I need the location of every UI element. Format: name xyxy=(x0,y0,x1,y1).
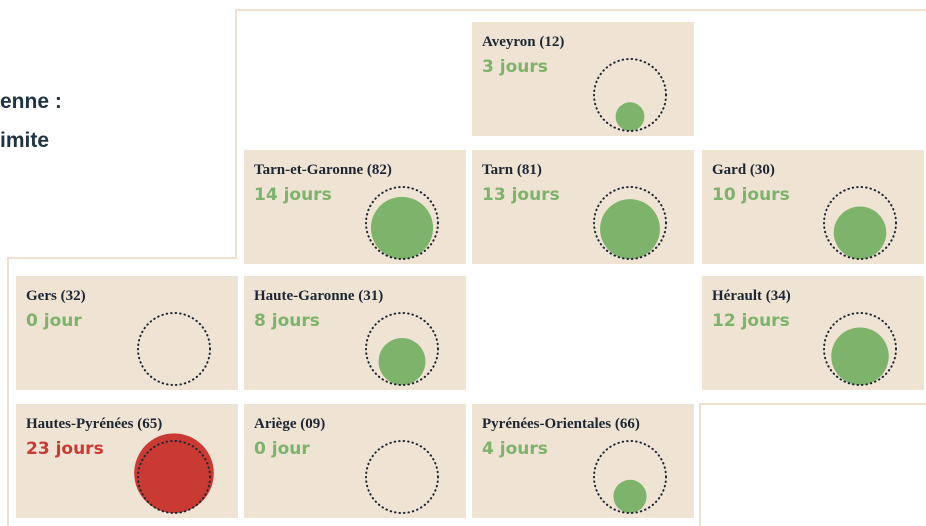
tile-name: Aveyron (12) xyxy=(482,34,564,50)
tile xyxy=(244,150,466,264)
value-circle xyxy=(378,338,426,385)
tile-value: 3 jours xyxy=(482,57,548,77)
tile-name: Gard (30) xyxy=(712,162,775,178)
tile-name: Gers (32) xyxy=(26,288,86,304)
tile xyxy=(472,404,694,518)
value-circle xyxy=(615,102,645,131)
limit-circle xyxy=(365,312,439,386)
tile-value: 8 jours xyxy=(254,311,320,331)
value-circle xyxy=(134,433,214,513)
value-circle xyxy=(370,196,434,259)
title-line: enne : xyxy=(0,90,62,113)
limit-circle xyxy=(593,440,667,514)
tile-name: Hautes-Pyrénées (65) xyxy=(26,416,162,432)
title-line: imite xyxy=(0,129,49,152)
tile xyxy=(244,276,466,390)
tile-value: 0 jour xyxy=(26,311,82,331)
tile-value: 23 jours xyxy=(26,439,104,459)
tile-name: Haute-Garonne (31) xyxy=(254,288,383,304)
tile xyxy=(244,404,466,518)
tile-value: 4 jours xyxy=(482,439,548,459)
limit-circle xyxy=(593,58,667,132)
limit-circle xyxy=(365,440,439,514)
tile xyxy=(472,22,694,136)
tile-name: Tarn-et-Garonne (82) xyxy=(254,162,392,178)
limit-circle xyxy=(137,440,211,514)
value-circle xyxy=(833,206,887,259)
frame xyxy=(7,9,926,526)
tile xyxy=(472,150,694,264)
limit-circle xyxy=(593,186,667,260)
tile-value: 14 jours xyxy=(254,185,332,205)
limit-circle xyxy=(365,186,439,260)
tile xyxy=(702,276,924,390)
tile xyxy=(702,150,924,264)
value-circle xyxy=(613,479,647,513)
tile-name: Tarn (81) xyxy=(482,162,542,178)
tile-name: Ariège (09) xyxy=(254,416,325,432)
tile-value: 13 jours xyxy=(482,185,560,205)
limit-circle xyxy=(137,312,211,386)
tile-name: Pyrénées-Orientales (66) xyxy=(482,416,640,432)
tile-name: Hérault (34) xyxy=(712,288,791,304)
value-circle xyxy=(831,327,889,385)
tile-value: 12 jours xyxy=(712,311,790,331)
value-circle xyxy=(600,199,660,259)
limit-circle xyxy=(823,312,897,386)
limit-circle xyxy=(823,186,897,260)
tile xyxy=(16,276,238,390)
tile-value: 10 jours xyxy=(712,185,790,205)
tile-value: 0 jour xyxy=(254,439,310,459)
